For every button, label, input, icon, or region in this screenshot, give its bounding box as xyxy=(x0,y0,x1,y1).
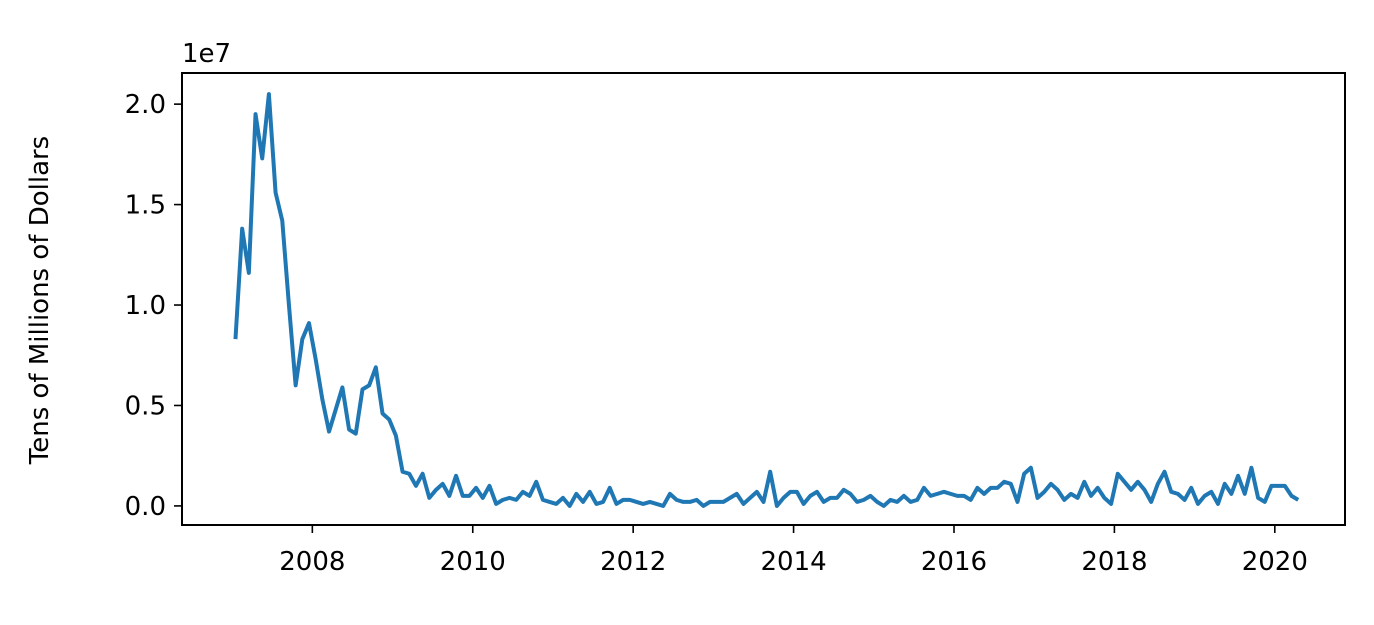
x-tick-label: 2014 xyxy=(760,547,826,577)
x-tick-label: 2010 xyxy=(440,547,506,577)
y-tick-label: 2.0 xyxy=(125,90,166,120)
x-tick-label: 2020 xyxy=(1242,547,1308,577)
y-tick-label: 1.5 xyxy=(125,191,166,221)
x-tick-label: 2012 xyxy=(600,547,666,577)
x-tick-label: 2018 xyxy=(1081,547,1147,577)
y-offset-text: 1e7 xyxy=(182,39,231,69)
x-tick-label: 2016 xyxy=(921,547,987,577)
y-tick-label: 0.5 xyxy=(125,391,166,421)
y-axis-label: Tens of Millions of Dollars xyxy=(25,136,55,465)
y-tick-label: 0.0 xyxy=(125,492,166,522)
x-tick-label: 2008 xyxy=(279,547,345,577)
plot-frame xyxy=(181,72,1346,526)
data-line xyxy=(233,92,1300,508)
y-tick-label: 1.0 xyxy=(125,291,166,321)
